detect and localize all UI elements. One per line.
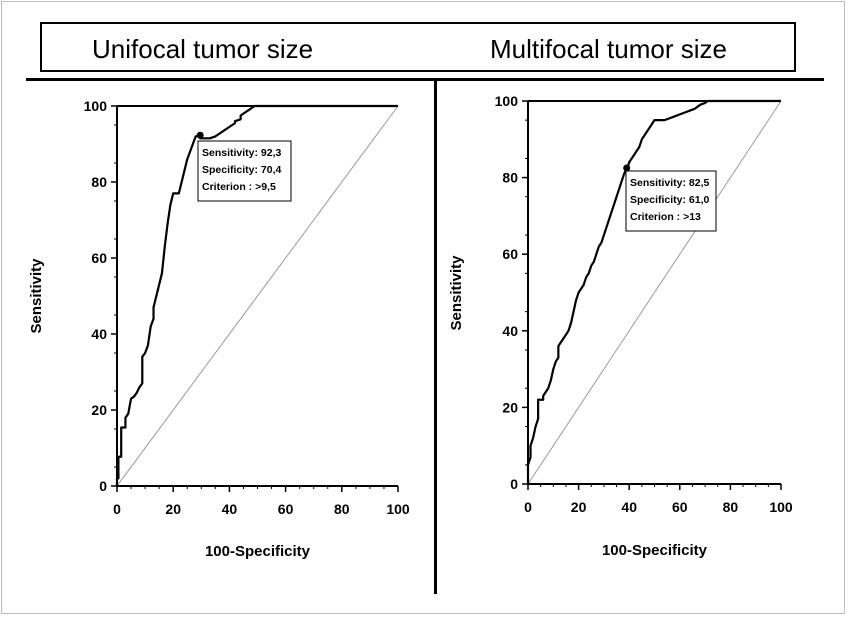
roc-curve-line <box>115 104 398 486</box>
y-tick-label: 100 <box>495 93 519 109</box>
horizontal-divider <box>26 78 824 81</box>
x-tick-label: 80 <box>723 499 739 515</box>
x-tick-label: 60 <box>278 501 294 517</box>
x-tick-label: 40 <box>621 499 637 515</box>
x-tick-label: 20 <box>571 499 587 515</box>
x-tick-label: 0 <box>113 501 121 517</box>
reference-diagonal-line <box>116 105 399 487</box>
x-axis-label: 100-Specificity <box>602 542 708 559</box>
roc-curve-line <box>526 99 781 484</box>
x-tick-label: 40 <box>222 501 238 517</box>
y-tick-label: 40 <box>502 323 518 339</box>
y-tick-label: 60 <box>91 250 107 266</box>
optimal-point-marker <box>196 131 204 139</box>
reference-diagonal-line <box>527 100 782 485</box>
y-tick-label: 0 <box>99 478 107 494</box>
annotation-line: Criterion : >9,5 <box>202 181 276 193</box>
x-axis-label: 100-Specificity <box>205 543 311 560</box>
annotation-box <box>625 170 717 232</box>
y-tick-label: 60 <box>502 246 518 262</box>
y-tick-label: 100 <box>84 98 108 114</box>
vertical-divider <box>434 80 437 594</box>
optimal-point-marker <box>623 164 631 172</box>
x-tick-label: 100 <box>769 499 793 515</box>
annotation-line: Criterion : >13 <box>630 211 701 223</box>
x-tick-label: 0 <box>524 499 532 515</box>
y-tick-label: 40 <box>91 326 107 342</box>
y-tick-label: 20 <box>502 399 518 415</box>
y-axis-label: Sensitivity <box>448 255 465 331</box>
y-tick-label: 80 <box>91 174 107 190</box>
y-tick-label: 0 <box>510 476 518 492</box>
annotation-line: Sensitivity: 92,3 <box>202 147 282 159</box>
x-tick-label: 100 <box>386 501 410 517</box>
annotation-line: Sensitivity: 82,5 <box>630 177 710 189</box>
y-axis-label: Sensitivity <box>28 258 45 334</box>
y-tick-label: 20 <box>91 402 107 418</box>
x-tick-label: 60 <box>672 499 688 515</box>
x-tick-label: 20 <box>165 501 181 517</box>
panel-title-left: Unifocal tumor size <box>92 34 314 64</box>
title-box <box>40 22 796 72</box>
x-tick-label: 80 <box>334 501 350 517</box>
annotation-box <box>197 140 292 202</box>
y-tick-label: 80 <box>502 170 518 186</box>
panel-title-right: Multifocal tumor size <box>490 34 727 64</box>
annotation-line: Specificity: 61,0 <box>630 194 710 206</box>
annotation-line: Specificity: 70,4 <box>202 164 282 176</box>
